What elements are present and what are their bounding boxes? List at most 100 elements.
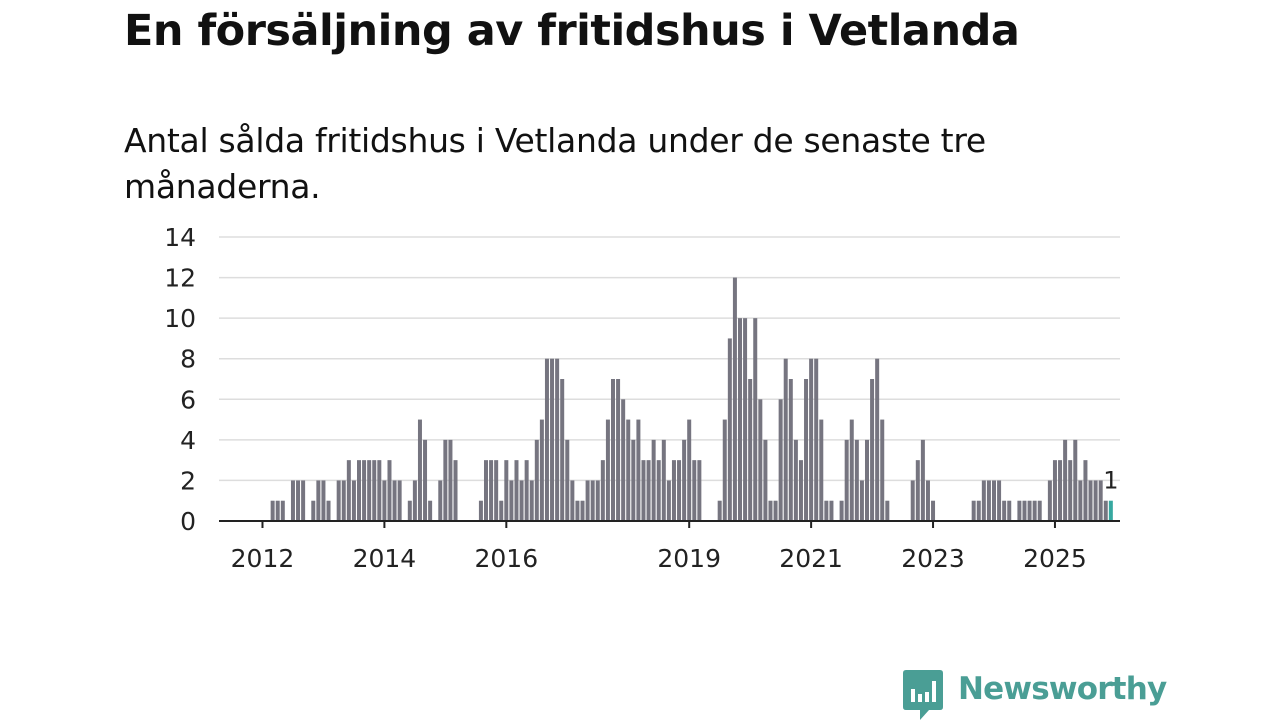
bar	[631, 439, 636, 521]
y-tick-label: 4	[180, 426, 196, 455]
bar	[372, 460, 377, 521]
bar	[809, 358, 814, 521]
bar	[590, 480, 595, 521]
bar	[824, 500, 829, 521]
bar	[509, 480, 514, 521]
newsworthy-logo: Newsworthy	[903, 670, 1167, 720]
bar	[839, 500, 844, 521]
bar	[555, 358, 560, 521]
bar	[717, 500, 722, 521]
bar	[880, 419, 885, 521]
bar	[763, 439, 768, 521]
bar	[732, 277, 737, 521]
bar	[534, 439, 539, 521]
y-tick-label: 10	[164, 304, 196, 333]
x-tick-label: 2012	[231, 544, 295, 573]
bar	[301, 480, 306, 521]
bar	[524, 460, 529, 521]
bar	[804, 379, 809, 521]
bar	[793, 439, 798, 521]
bar	[387, 460, 392, 521]
bar	[677, 460, 682, 521]
bar	[666, 480, 671, 521]
bar	[910, 480, 915, 521]
bar	[290, 480, 295, 521]
bar	[478, 500, 483, 521]
bar	[270, 500, 275, 521]
y-tick-label: 12	[164, 264, 196, 293]
bar	[656, 460, 661, 521]
bar	[819, 419, 824, 521]
bar	[814, 358, 819, 521]
bar	[484, 460, 488, 521]
bar	[992, 480, 996, 521]
bar	[326, 500, 331, 521]
bar	[362, 460, 367, 521]
bar	[438, 480, 443, 521]
bar	[580, 500, 585, 521]
bar	[316, 480, 321, 521]
bar	[616, 379, 621, 521]
bar	[1022, 500, 1027, 521]
bar	[727, 338, 732, 521]
y-tick-label: 6	[180, 385, 196, 414]
bar	[885, 500, 890, 521]
bar	[341, 480, 346, 521]
bar	[412, 480, 417, 521]
bar	[920, 439, 925, 521]
bar	[859, 480, 864, 521]
chart-title: En försäljning av fritidshus i Vetlanda	[124, 6, 1020, 56]
bar	[844, 439, 849, 521]
bar	[854, 439, 859, 521]
bar	[636, 419, 641, 521]
bar	[428, 500, 433, 521]
newsworthy-chart-bubble-icon	[903, 670, 943, 720]
x-tick-label: 2021	[779, 544, 843, 573]
x-tick-label: 2016	[475, 544, 539, 573]
bar	[651, 439, 656, 521]
bar	[514, 460, 519, 521]
bar	[397, 480, 402, 521]
x-tick-label: 2019	[657, 544, 721, 573]
bar	[1052, 460, 1057, 521]
chart-subtitle: Antal sålda fritidshus i Vetlanda under …	[124, 121, 986, 206]
bar	[560, 379, 565, 521]
bar	[788, 379, 793, 521]
bar	[1083, 460, 1088, 521]
bar	[311, 500, 316, 521]
bar	[931, 500, 936, 521]
bar	[661, 439, 666, 521]
bar	[626, 419, 631, 521]
bar	[865, 439, 869, 521]
bar	[529, 480, 534, 521]
bar	[417, 419, 422, 521]
bar	[1032, 500, 1037, 521]
bar	[971, 500, 976, 521]
bar	[550, 358, 555, 521]
y-tick-label: 14	[164, 223, 196, 252]
bar	[448, 439, 453, 521]
bar	[829, 500, 834, 521]
bar	[346, 460, 351, 521]
bar	[915, 460, 920, 521]
bar	[499, 500, 504, 521]
bar	[641, 460, 646, 521]
bar	[585, 480, 590, 521]
bar	[1103, 500, 1108, 521]
data-label-latest: 1	[1103, 467, 1118, 495]
bar	[621, 399, 626, 521]
bar	[986, 480, 991, 521]
bar	[1093, 480, 1098, 521]
bar	[875, 358, 880, 521]
bar	[1002, 500, 1007, 521]
bar	[275, 500, 280, 521]
bar	[1037, 500, 1042, 521]
bar	[753, 318, 758, 521]
bar	[758, 399, 763, 521]
bar	[1017, 500, 1022, 521]
bar	[575, 500, 580, 521]
bar	[671, 460, 676, 521]
bar	[367, 460, 372, 521]
bar	[494, 460, 499, 521]
